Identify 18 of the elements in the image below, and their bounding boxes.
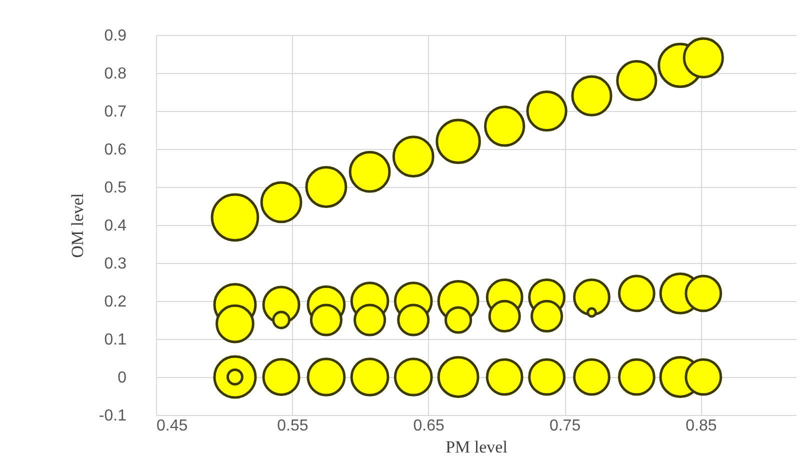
x-tick-label: 0.65 — [413, 418, 445, 434]
x-axis-title: PM level — [446, 438, 508, 456]
y-tick-label: 0 — [118, 370, 127, 386]
y-tick-label: 0.4 — [104, 218, 127, 234]
x-tick-label: 0.55 — [277, 418, 308, 434]
y-tick-label: 0.9 — [104, 28, 127, 44]
y-tick-label: -0.1 — [98, 408, 127, 424]
y-tick-label: 0.6 — [104, 142, 127, 158]
x-tick-label: 0.45 — [156, 418, 188, 434]
y-tick-label: 0.8 — [104, 66, 127, 82]
y-tick-label: 0.2 — [104, 294, 127, 310]
y-tick-label: 0.7 — [104, 104, 127, 120]
y-tick-label: 0.3 — [104, 256, 127, 272]
y-tick-label: 0.1 — [104, 332, 127, 348]
y-axis-title: OM level — [68, 192, 87, 258]
x-tick-label: 0.75 — [549, 418, 581, 434]
x-tick-label: 0.85 — [686, 418, 717, 434]
y-tick-label: 0.5 — [104, 180, 127, 196]
